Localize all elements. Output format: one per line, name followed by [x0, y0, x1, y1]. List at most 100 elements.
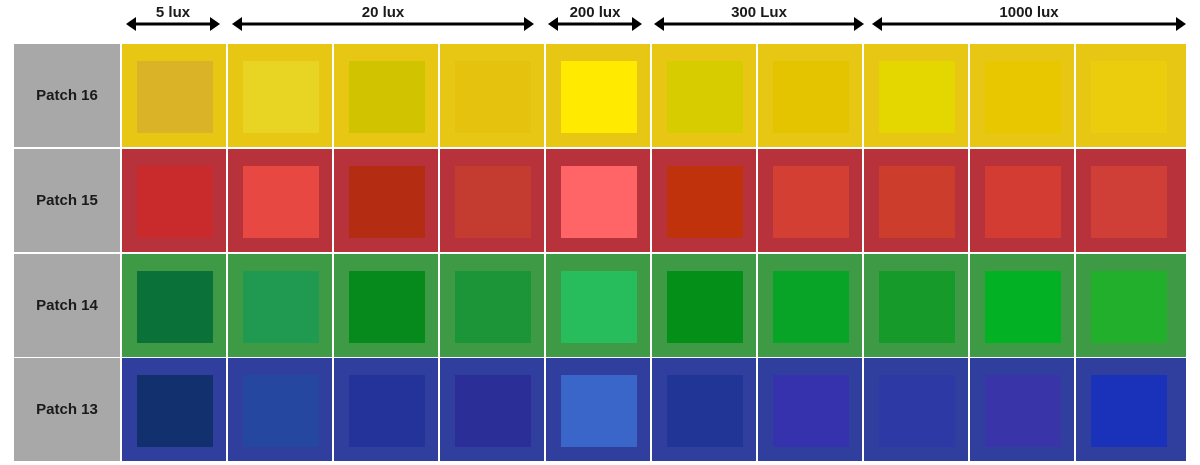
patch-cell: [334, 254, 438, 357]
color-swatch: [455, 166, 531, 238]
patch-cell: [122, 254, 226, 357]
lux-label-1000: 1000 lux: [999, 4, 1059, 21]
color-swatch: [1091, 61, 1167, 133]
lux-label-200: 200 lux: [569, 4, 621, 21]
patch-label: Patch 13: [14, 358, 120, 461]
double-arrow-icon: [232, 17, 534, 31]
patch-cell: [864, 358, 968, 461]
patch-cell: [758, 149, 862, 252]
patch-cell: [758, 358, 862, 461]
patch-cell: [546, 254, 650, 357]
color-swatch: [667, 61, 743, 133]
patch-cell: [1076, 254, 1186, 357]
color-swatch: [773, 375, 849, 447]
patch-cell: [970, 358, 1074, 461]
double-arrow-icon: [126, 17, 220, 31]
lux-group-1000: 1000 lux: [872, 0, 1186, 44]
color-swatch: [985, 271, 1061, 343]
patch-cell: [758, 254, 862, 357]
lux-label-20: 20 lux: [361, 4, 405, 21]
lux-group-200: 200 lux: [548, 0, 642, 44]
patch-cell: [228, 149, 332, 252]
patch-cell: [440, 254, 544, 357]
color-swatch: [561, 375, 637, 447]
patch-cell: [228, 44, 332, 147]
patch-row: Patch 14: [14, 254, 1186, 357]
double-arrow-icon: [654, 17, 864, 31]
color-swatch: [985, 61, 1061, 133]
patch-cell: [334, 149, 438, 252]
color-swatch: [137, 375, 213, 447]
patch-cell: [546, 44, 650, 147]
color-swatch: [455, 271, 531, 343]
patch-cell: [122, 149, 226, 252]
lux-label-300: 300 Lux: [731, 4, 787, 21]
color-swatch: [561, 61, 637, 133]
color-swatch: [561, 166, 637, 238]
patch-cell: [864, 149, 968, 252]
color-swatch: [879, 166, 955, 238]
color-swatch: [137, 61, 213, 133]
color-swatch: [985, 166, 1061, 238]
patch-cell: [864, 44, 968, 147]
patch-cell: [970, 44, 1074, 147]
double-arrow-icon: [872, 17, 1186, 31]
color-swatch: [243, 61, 319, 133]
patch-cell: [440, 44, 544, 147]
patch-row: Patch 13: [14, 358, 1186, 461]
patch-cell: [334, 44, 438, 147]
patch-cell: [228, 254, 332, 357]
color-swatch: [243, 166, 319, 238]
lux-header: 5 lux 20 lux 200 lux 300 Lux 1000 lu: [0, 0, 1200, 44]
color-swatch: [985, 375, 1061, 447]
color-swatch: [243, 375, 319, 447]
patch-cell: [122, 358, 226, 461]
patch-cell: [758, 44, 862, 147]
patch-label: Patch 16: [14, 44, 120, 147]
color-swatch: [879, 375, 955, 447]
lux-group-300: 300 Lux: [654, 0, 864, 44]
patch-cell: [440, 358, 544, 461]
patch-cell: [1076, 149, 1186, 252]
patch-cell: [652, 358, 756, 461]
color-swatch: [773, 271, 849, 343]
color-swatch: [879, 61, 955, 133]
color-swatch: [349, 61, 425, 133]
patch-cell: [652, 254, 756, 357]
color-swatch: [1091, 166, 1167, 238]
patch-cell: [970, 149, 1074, 252]
color-swatch: [667, 375, 743, 447]
patch-cell: [228, 358, 332, 461]
lux-label-5: 5 lux: [155, 4, 191, 21]
patch-cell: [122, 44, 226, 147]
patch-cell: [1076, 44, 1186, 147]
color-swatch: [455, 375, 531, 447]
color-swatch: [1091, 271, 1167, 343]
color-swatch: [561, 271, 637, 343]
color-swatch: [455, 61, 531, 133]
patch-label: Patch 14: [14, 254, 120, 357]
color-swatch: [773, 61, 849, 133]
color-swatch: [349, 375, 425, 447]
patch-cell: [864, 254, 968, 357]
patch-cell: [546, 149, 650, 252]
patch-cell: [970, 254, 1074, 357]
patch-cell: [1076, 358, 1186, 461]
color-swatch: [349, 271, 425, 343]
patch-cell: [546, 358, 650, 461]
patch-cell: [652, 149, 756, 252]
color-swatch: [349, 166, 425, 238]
patch-label: Patch 15: [14, 149, 120, 252]
patch-row: Patch 16: [14, 44, 1186, 147]
color-swatch: [137, 166, 213, 238]
color-swatch: [243, 271, 319, 343]
patch-cell: [334, 358, 438, 461]
patch-cell: [652, 44, 756, 147]
patch-row: Patch 15: [14, 149, 1186, 252]
double-arrow-icon: [548, 17, 642, 31]
color-swatch: [137, 271, 213, 343]
color-swatch: [879, 271, 955, 343]
patch-cell: [440, 149, 544, 252]
color-swatch: [667, 271, 743, 343]
lux-group-5: 5 lux: [126, 0, 220, 44]
